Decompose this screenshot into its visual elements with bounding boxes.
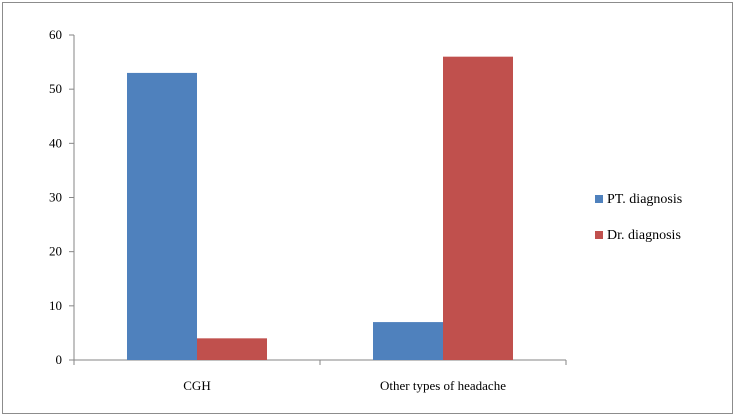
y-tick-label: 0 [56,352,63,367]
bar-pt-diagnosis-1 [373,322,443,360]
legend-label: PT. diagnosis [607,192,682,207]
y-tick-label: 60 [49,27,62,42]
chart-frame: 0 10 20 30 40 50 60 CGH Other types of headache… [2,2,733,414]
y-tick-label: 30 [49,190,62,205]
bar-dr-diagnosis-1 [443,56,513,361]
x-category-labels: CGH Other types of headache [183,378,506,393]
y-tick-labels: 0 10 20 30 40 50 60 [49,27,62,367]
bar-chart: 0 10 20 30 40 50 60 CGH Other types of headache… [49,27,682,393]
x-category-label: Other types of headache [380,378,506,393]
legend-swatch [595,195,603,203]
legend-label: Dr. diagnosis [607,228,681,243]
y-tick-label: 10 [49,298,62,313]
y-tick-label: 40 [49,135,62,150]
bar-pt-diagnosis-0 [127,72,197,361]
x-category-label: CGH [183,378,210,393]
chart-bars [127,56,513,361]
legend-swatch [595,231,603,239]
bar-dr-diagnosis-0 [197,338,267,360]
chart-legend: PT. diagnosis Dr. diagnosis [595,192,682,243]
y-tick-label: 50 [49,81,62,96]
y-tick-label: 20 [49,244,62,259]
